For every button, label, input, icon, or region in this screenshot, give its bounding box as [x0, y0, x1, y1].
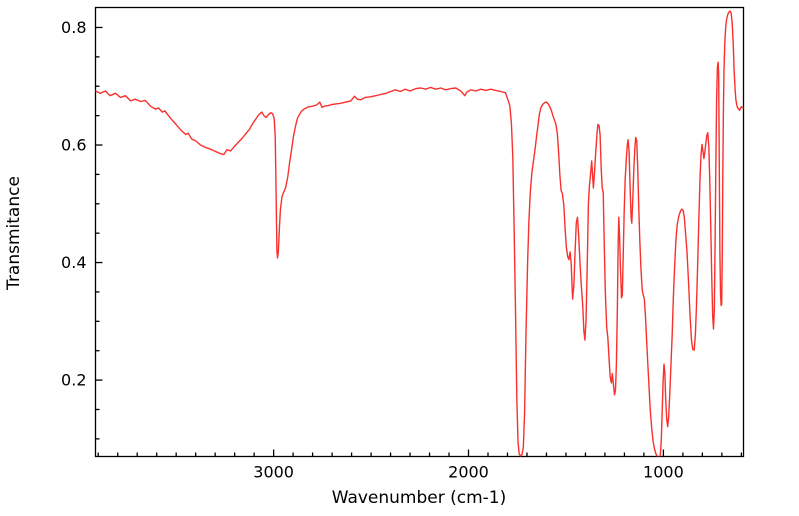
x-tick-label: 3000 [253, 463, 294, 482]
y-tick-label: 0.4 [61, 253, 86, 272]
x-axis-title: Wavenumber (cm-1) [331, 488, 507, 508]
y-tick-label: 0.6 [61, 136, 86, 155]
y-tick-label: 0.2 [61, 371, 86, 390]
x-tick-label: 1000 [643, 463, 684, 482]
y-axis-title: Transmitance [4, 176, 24, 290]
spectrum-line [95, 10, 744, 457]
plot-border [94, 6, 745, 458]
x-tick-label: 2000 [448, 463, 489, 482]
y-tick-label: 0.8 [61, 18, 86, 37]
